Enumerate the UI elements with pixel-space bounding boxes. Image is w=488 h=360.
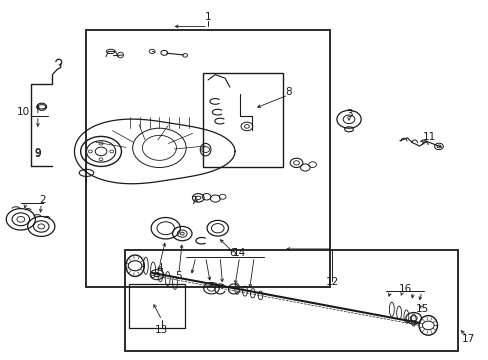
Bar	[86, 30, 329, 287]
Text: 5: 5	[175, 271, 182, 282]
Text: 11: 11	[422, 132, 435, 142]
Text: 15: 15	[414, 303, 427, 314]
Text: 2: 2	[40, 195, 46, 204]
Text: 14: 14	[233, 248, 246, 258]
Text: 4: 4	[156, 262, 163, 273]
Text: 6: 6	[228, 248, 235, 258]
Text: 10: 10	[17, 107, 30, 117]
Text: 13: 13	[155, 325, 168, 335]
Text: 3: 3	[345, 109, 352, 119]
Text: 17: 17	[461, 334, 474, 344]
Text: 9: 9	[35, 148, 41, 158]
Text: 7: 7	[190, 197, 196, 206]
Text: 12: 12	[325, 277, 338, 287]
Bar	[125, 249, 458, 351]
Text: 9: 9	[35, 149, 41, 159]
Bar	[203, 73, 283, 167]
Text: 8: 8	[285, 87, 291, 98]
Text: 16: 16	[398, 284, 411, 294]
Text: 1: 1	[204, 13, 211, 22]
Bar	[129, 284, 185, 328]
